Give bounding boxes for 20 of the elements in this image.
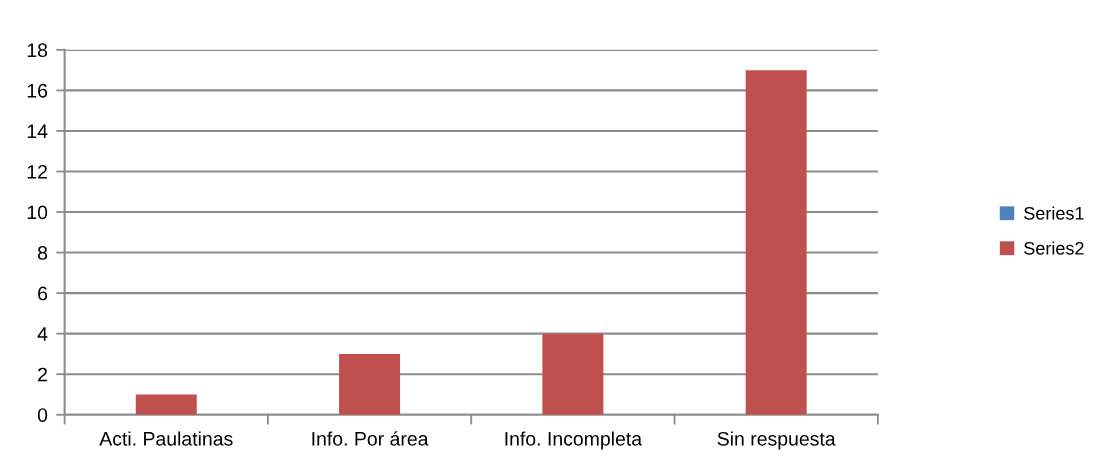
x-tick-label: Acti. Paulatinas [99,431,233,446]
bar [542,333,604,415]
y-tick-label: 12 [27,164,47,179]
legend-label: Series1 [1024,206,1084,220]
y-tick-label: 4 [37,327,48,341]
y-tick-label: 16 [27,83,48,98]
x-tick-label: Sin respuesta [717,431,836,450]
bar [135,394,197,415]
y-tick-label: 14 [27,124,48,138]
y-tick-label: 10 [27,205,48,220]
y-tick-label: 18 [27,43,48,58]
y-tick-label: 2 [38,367,47,382]
bar [745,70,807,415]
x-tick-label: Info. Por área [312,431,429,446]
y-tick-label: 6 [38,286,48,301]
y-tick-label: 0 [37,408,48,422]
legend-label: Series2 [1024,241,1084,255]
y-tick-label: 8 [37,246,48,260]
bar [339,353,401,415]
x-tick-label: Info. Incompleta [505,431,643,450]
